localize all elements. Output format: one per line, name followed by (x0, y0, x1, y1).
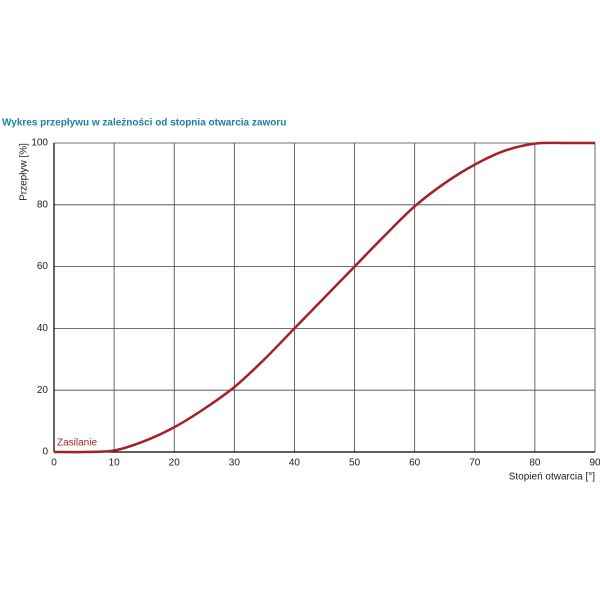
x-tick-label: 20 (169, 458, 181, 469)
x-tick-label: 90 (589, 458, 600, 469)
chart-title: Wykres przepływu w zależności od stopnia… (2, 118, 286, 129)
x-tick-label: 70 (469, 458, 481, 469)
y-tick-label: 80 (37, 199, 49, 210)
x-tick-label: 40 (289, 458, 301, 469)
line-series (53, 141, 596, 454)
y-tick-label: 60 (37, 261, 49, 272)
y-tick-label: 0 (42, 447, 48, 458)
x-tick-label: 0 (51, 458, 57, 469)
x-tick-label: 80 (529, 458, 541, 469)
x-tick-label: 50 (349, 458, 361, 469)
y-tick-label: 100 (31, 138, 48, 149)
annotation: Zasilanie (57, 438, 97, 449)
y-axis-label: Przepływ [%] (19, 143, 30, 201)
y-tick-label: 20 (37, 385, 49, 396)
x-axis-label: Stopień otwarcia [°] (509, 472, 595, 483)
x-tick-label: 10 (109, 458, 121, 469)
x-tick-label: 30 (229, 458, 241, 469)
y-tick-label: 40 (37, 323, 49, 334)
x-tick-label: 60 (409, 458, 421, 469)
